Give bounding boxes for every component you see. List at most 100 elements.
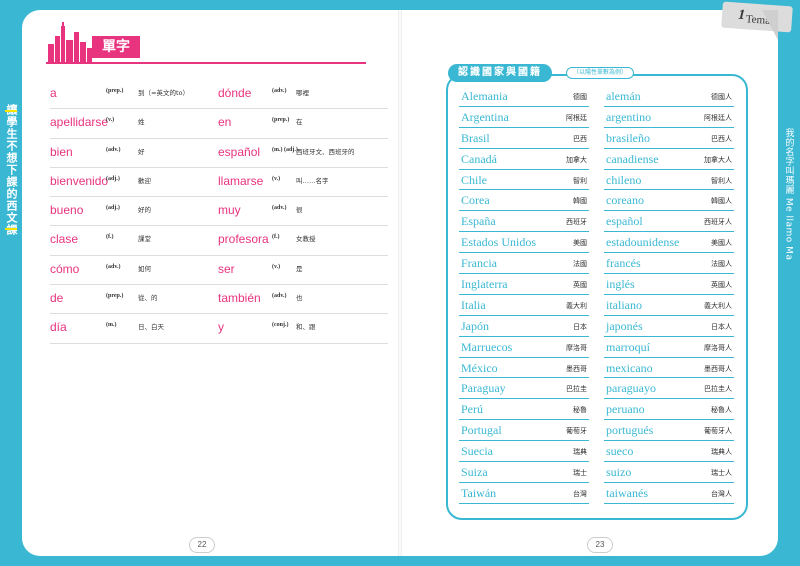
vocab-meaning: 叫……名字 <box>296 176 329 185</box>
nationality-row: argentino 阿根廷人 <box>604 107 734 128</box>
page-corner-fold <box>762 10 778 40</box>
country-row: Inglaterra 英國 <box>459 274 589 295</box>
nationality-spanish: chileno <box>606 172 642 187</box>
vocab-part-of-speech: (prep.) <box>106 293 124 300</box>
country-chinese: 英國 <box>573 281 587 290</box>
vocab-row: a (prep.) 到（=英文的to） <box>50 80 220 110</box>
vocab-meaning: 歡迎 <box>138 176 151 185</box>
nationality-spanish: japonés <box>606 318 643 333</box>
vocab-meaning: 和、跟 <box>296 323 316 332</box>
nationality-spanish: canadiense <box>606 151 659 166</box>
vocab-column-2: dónde (adv.) 哪裡 en (prep.) 在 español (m.) (adj.… <box>218 80 388 344</box>
vocab-row: profesora (f.) 女教授 <box>218 226 388 256</box>
nationality-spanish: taiwanés <box>606 485 648 500</box>
vocab-header: 單字 <box>46 22 366 66</box>
vocab-row: dónde (adv.) 哪裡 <box>218 80 388 110</box>
nationality-spanish: alemán <box>606 89 641 103</box>
country-row: Suecia 瑞典 <box>459 441 589 463</box>
left-side-tab: 讓學生不想下課的西文課 <box>0 100 22 240</box>
vocab-row: muy (adv.) 很 <box>218 197 388 227</box>
country-row: Estados Unidos 美國 <box>459 232 589 254</box>
vocab-meaning: 如何 <box>138 264 151 273</box>
city-skyline-icon <box>48 22 92 62</box>
country-chinese: 阿根廷 <box>566 113 587 122</box>
nationality-spanish: estadounidense <box>606 235 680 250</box>
nationality-chinese: 美國人 <box>711 239 732 248</box>
vocab-word: bueno <box>50 203 84 218</box>
nationality-chinese: 葡萄牙人 <box>704 427 732 436</box>
country-chinese: 加拿大 <box>566 155 587 164</box>
vocab-row: bueno (adj.) 好的 <box>50 197 220 227</box>
vocab-title-underline <box>46 62 366 64</box>
country-row: México 墨西哥 <box>459 358 589 379</box>
vocab-word: también <box>218 291 261 306</box>
country-spanish: Inglaterra <box>461 277 508 292</box>
country-spanish: Corea <box>461 193 490 208</box>
country-spanish: Suecia <box>461 444 493 459</box>
book-gutter <box>398 10 402 556</box>
vocab-meaning: 從、的 <box>138 294 158 303</box>
country-row: Suiza 瑞士 <box>459 462 589 483</box>
vocab-meaning: 課堂 <box>138 235 151 244</box>
vocab-row: bien (adv.) 好 <box>50 139 220 168</box>
nationality-chinese: 阿根廷人 <box>704 113 732 122</box>
vocab-word: cómo <box>50 261 80 276</box>
vocab-column-1: a (prep.) 到（=英文的to） apellidarse (v.) 姓 bien (ad… <box>50 80 220 344</box>
country-chinese: 義大利 <box>566 301 587 310</box>
nationality-spanish: portugués <box>606 423 654 438</box>
nationality-chinese: 日本人 <box>711 322 732 331</box>
vocab-row: ser (v.) 是 <box>218 256 388 286</box>
country-chinese: 墨西哥 <box>566 364 587 373</box>
country-row: Francia 法國 <box>459 253 589 275</box>
vocab-word: dónde <box>218 86 252 100</box>
vocab-row: cómo (adv.) 如何 <box>50 256 220 286</box>
vocab-word: a <box>50 86 57 100</box>
nationality-spanish: francés <box>606 256 641 271</box>
vocab-row: y (conj.) 和、跟 <box>218 314 388 344</box>
country-row: Taiwán 台灣 <box>459 483 589 504</box>
left-page <box>22 10 400 556</box>
country-spanish: Taiwán <box>461 485 497 500</box>
country-chinese: 韓國 <box>573 197 587 206</box>
vocab-meaning: 也 <box>296 294 303 303</box>
tab-bar-bottom <box>5 228 17 230</box>
country-chinese: 智利 <box>573 176 587 185</box>
side-tab-label-right: 我的名字叫瑪麗 Me llamo Ma <box>783 128 794 261</box>
nationality-spanish: paraguayo <box>606 381 656 396</box>
country-chinese: 巴拉圭 <box>566 385 587 394</box>
nationality-chinese: 巴拉圭人 <box>704 385 732 394</box>
vocab-word: muy <box>218 203 241 218</box>
country-spanish: Brasil <box>461 130 490 145</box>
nationality-chinese: 法國人 <box>711 260 732 269</box>
nationality-row: canadiense 加拿大人 <box>604 149 734 170</box>
countries-box-note: （以陽性單數為例） <box>566 67 635 79</box>
nationality-row: paraguayo 巴拉圭人 <box>604 378 734 400</box>
country-spanish: Canadá <box>461 151 497 166</box>
countries-column: Alemania 德國 Argentina 阿根廷 Brasil 巴西 Canadá 加拿大 C… <box>459 86 589 504</box>
vocab-part-of-speech: (adj.) <box>106 205 120 212</box>
country-chinese: 美國 <box>573 239 587 248</box>
nationality-row: español 西班牙人 <box>604 211 734 233</box>
nationality-chinese: 加拿大人 <box>704 155 732 164</box>
country-row: España 西班牙 <box>459 211 589 233</box>
vocab-word: español <box>218 144 261 159</box>
vocab-part-of-speech: (f.) <box>106 234 114 241</box>
vocab-meaning: 好 <box>138 147 145 156</box>
vocab-part-of-speech: (v.) <box>272 263 281 270</box>
vocab-part-of-speech: (prep.) <box>106 88 124 94</box>
country-spanish: Italia <box>461 297 486 312</box>
nationality-spanish: sueco <box>606 444 634 459</box>
nationality-spanish: brasileño <box>606 130 650 145</box>
nationality-spanish: peruano <box>606 402 645 417</box>
vocab-row: en (prep.) 在 <box>218 109 388 139</box>
tema-number: 1 <box>737 7 746 24</box>
country-row: Paraguay 巴拉圭 <box>459 378 589 400</box>
vocab-part-of-speech: (v.) <box>106 117 115 124</box>
vocab-word: clase <box>50 232 79 247</box>
vocab-word: apellidarse <box>50 115 109 130</box>
vocab-part-of-speech: (adv.) <box>272 88 287 94</box>
vocab-part-of-speech: (m.) (adj.) <box>272 146 298 153</box>
nationality-chinese: 韓國人 <box>711 197 732 206</box>
vocab-meaning: 姓 <box>138 118 145 127</box>
country-row: Canadá 加拿大 <box>459 149 589 170</box>
